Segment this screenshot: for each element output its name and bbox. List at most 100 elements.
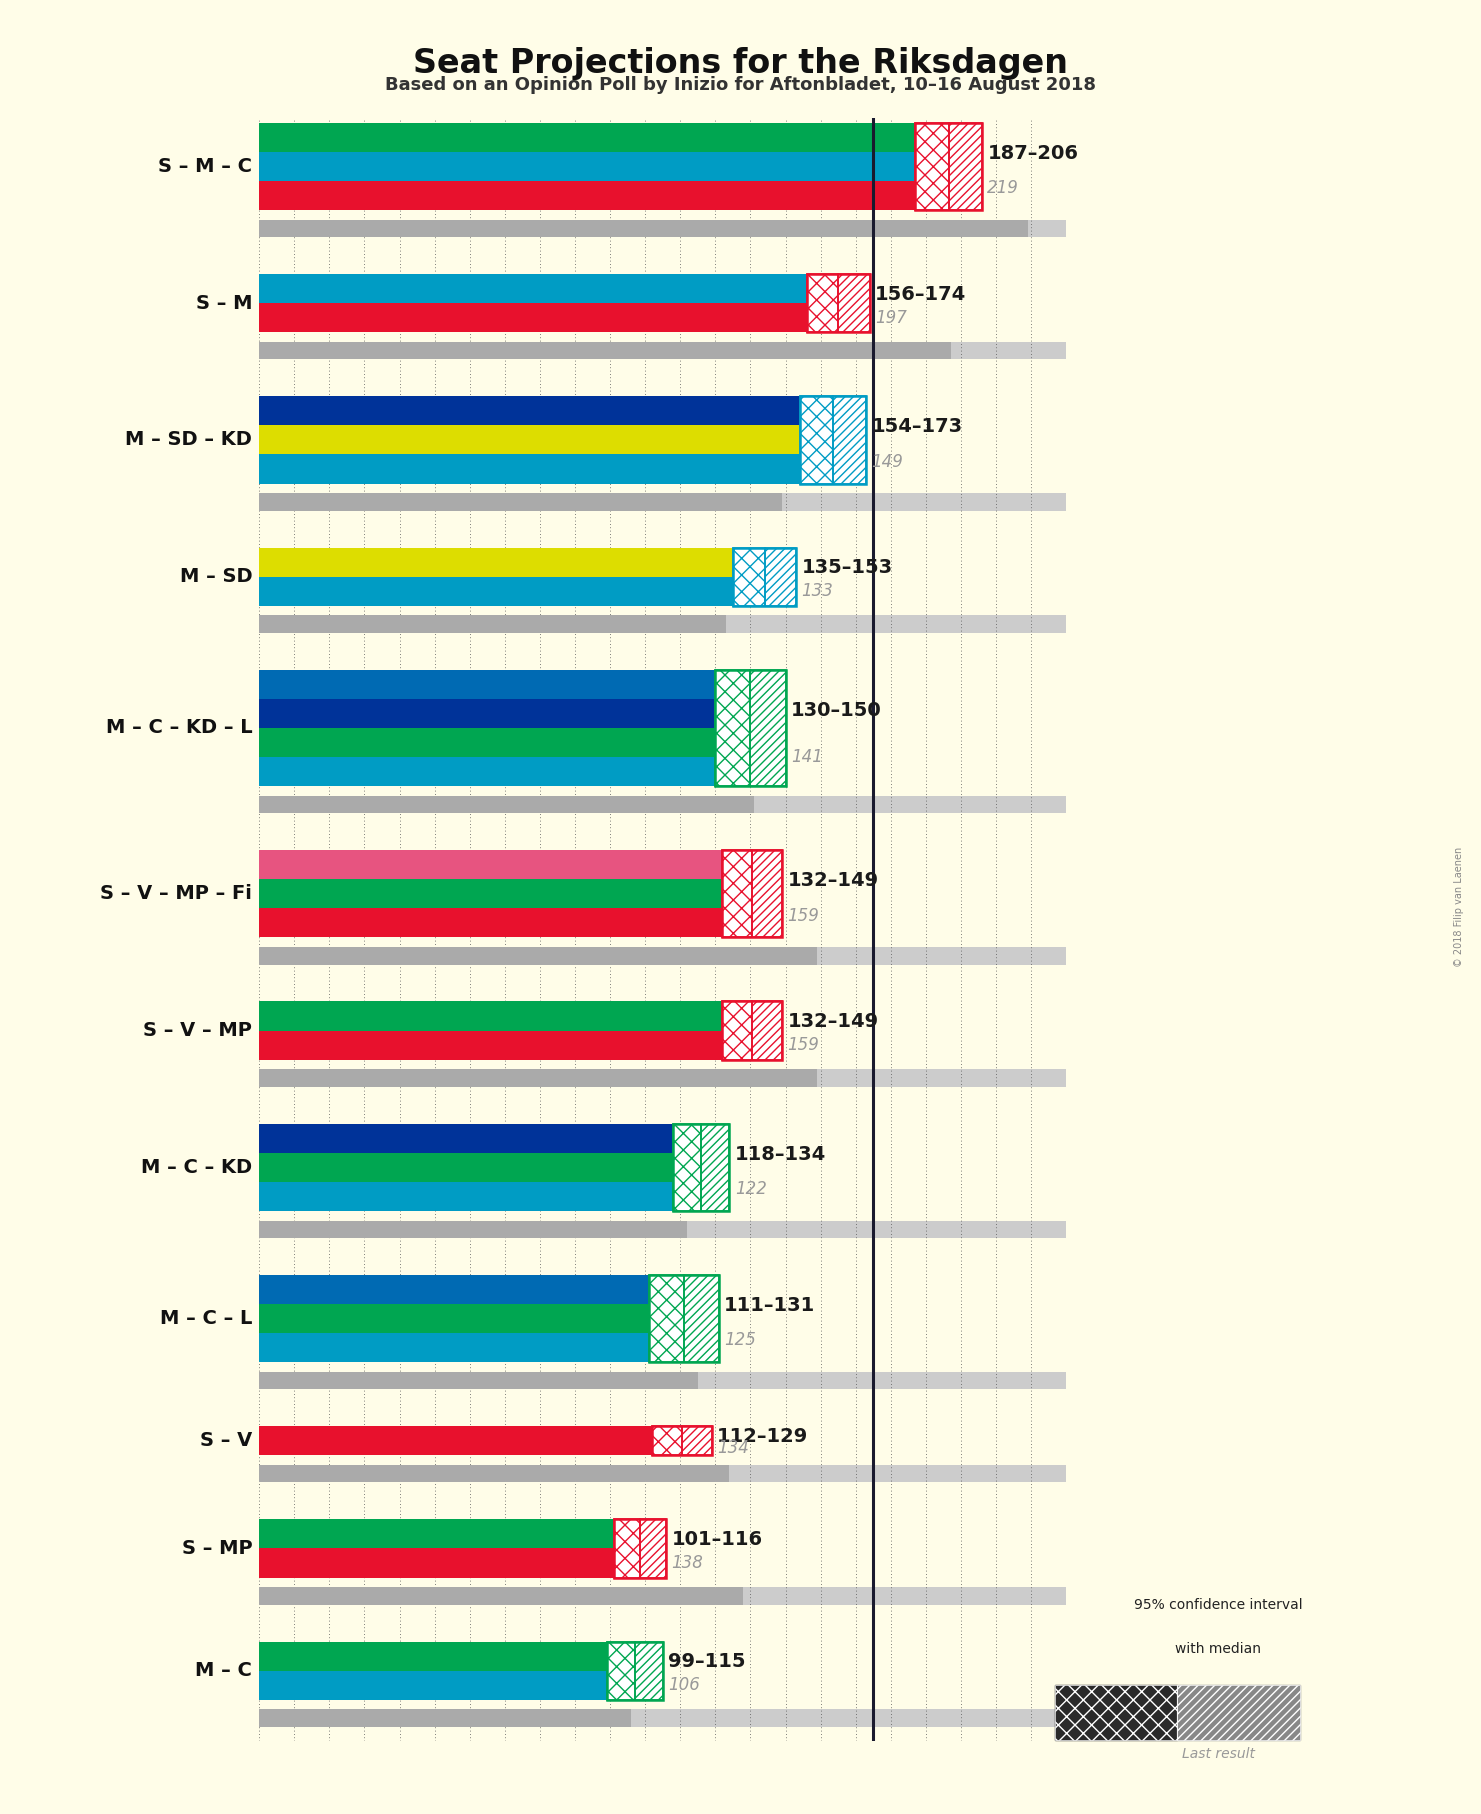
Bar [259,1466,1066,1482]
Text: 154–173: 154–173 [871,417,963,437]
Bar [674,1123,730,1212]
Text: 99–115: 99–115 [668,1653,745,1671]
Bar [259,1068,1066,1087]
Bar [259,947,1066,965]
Text: S – M: S – M [195,294,252,312]
Bar [800,395,832,484]
Bar [915,123,949,210]
Bar [259,123,946,152]
Bar [259,343,1066,359]
Text: 95% confidence interval: 95% confidence interval [1134,1598,1302,1613]
Bar [702,1123,730,1212]
Bar [259,1221,1066,1239]
Text: M – C – L: M – C – L [160,1310,252,1328]
Text: 135–153: 135–153 [801,559,893,577]
Bar [715,669,785,785]
Text: S – M – C: S – M – C [158,156,252,176]
Bar [684,1275,718,1362]
Bar [259,947,818,965]
Text: S – MP: S – MP [182,1538,252,1558]
Bar [259,493,782,512]
Bar [752,851,782,938]
Text: 156–174: 156–174 [875,285,966,305]
Text: 197: 197 [875,308,906,327]
Bar [259,1304,684,1333]
Bar [259,181,946,210]
Bar [652,1426,683,1455]
Bar [751,669,785,785]
Text: 219: 219 [988,180,1019,198]
Text: M – C – KD: M – C – KD [141,1157,252,1177]
Bar [1177,1685,1300,1740]
Bar [832,395,866,484]
Text: 130–150: 130–150 [791,700,881,720]
Text: 118–134: 118–134 [735,1145,826,1165]
Bar [259,577,761,606]
Text: M – C – KD – L: M – C – KD – L [105,718,252,738]
Bar [723,1001,782,1059]
Bar [640,1520,666,1578]
Bar [607,1642,663,1700]
Text: M – C: M – C [195,1662,252,1680]
Bar [649,1275,684,1362]
Bar [764,548,797,606]
Bar [259,219,1028,238]
Bar [259,615,726,633]
Bar [733,548,764,606]
Text: 141: 141 [791,747,823,766]
Bar [649,1275,718,1362]
Bar [259,1123,702,1152]
Bar [949,123,982,210]
Bar [751,669,785,785]
Bar [259,1371,698,1390]
Bar [259,395,831,424]
Bar [949,123,982,210]
Bar [674,1123,702,1212]
Bar [259,1520,638,1549]
Bar [640,1520,666,1578]
Bar [259,274,838,303]
Bar [607,1642,635,1700]
Text: 134: 134 [717,1439,749,1457]
Bar [259,1001,751,1030]
Bar [635,1642,663,1700]
Bar [259,1587,743,1605]
Text: 138: 138 [671,1555,703,1573]
Text: 149: 149 [871,454,903,470]
Text: 159: 159 [788,907,819,925]
Bar [1056,1685,1177,1740]
Bar [259,548,761,577]
Text: 132–149: 132–149 [788,871,878,891]
Bar [259,424,831,455]
Bar [259,1549,638,1578]
Bar [683,1426,712,1455]
Bar [259,152,946,181]
Bar [259,1275,684,1304]
Text: M – SD – KD: M – SD – KD [126,430,252,450]
Text: 122: 122 [735,1181,767,1197]
Text: 106: 106 [668,1676,701,1694]
Text: S – V: S – V [200,1431,252,1449]
Bar [649,1275,684,1362]
Bar [259,455,831,484]
Bar [800,395,866,484]
Bar [613,1520,640,1578]
Bar [723,1001,752,1059]
Bar [702,1123,730,1212]
Bar [259,1642,635,1671]
Bar [652,1426,712,1455]
Bar [259,1587,1066,1605]
Bar [715,669,751,785]
Text: 159: 159 [788,1036,819,1054]
Bar [915,123,982,210]
Text: 111–131: 111–131 [724,1295,816,1315]
Bar [1177,1685,1300,1740]
Text: 133: 133 [801,582,834,600]
Text: 187–206: 187–206 [988,143,1078,163]
Text: with median: with median [1174,1642,1262,1656]
Text: © 2018 Filip van Laenen: © 2018 Filip van Laenen [1454,847,1463,967]
Bar [259,796,754,813]
Bar [733,548,764,606]
Bar [674,1123,702,1212]
Bar [259,727,751,756]
